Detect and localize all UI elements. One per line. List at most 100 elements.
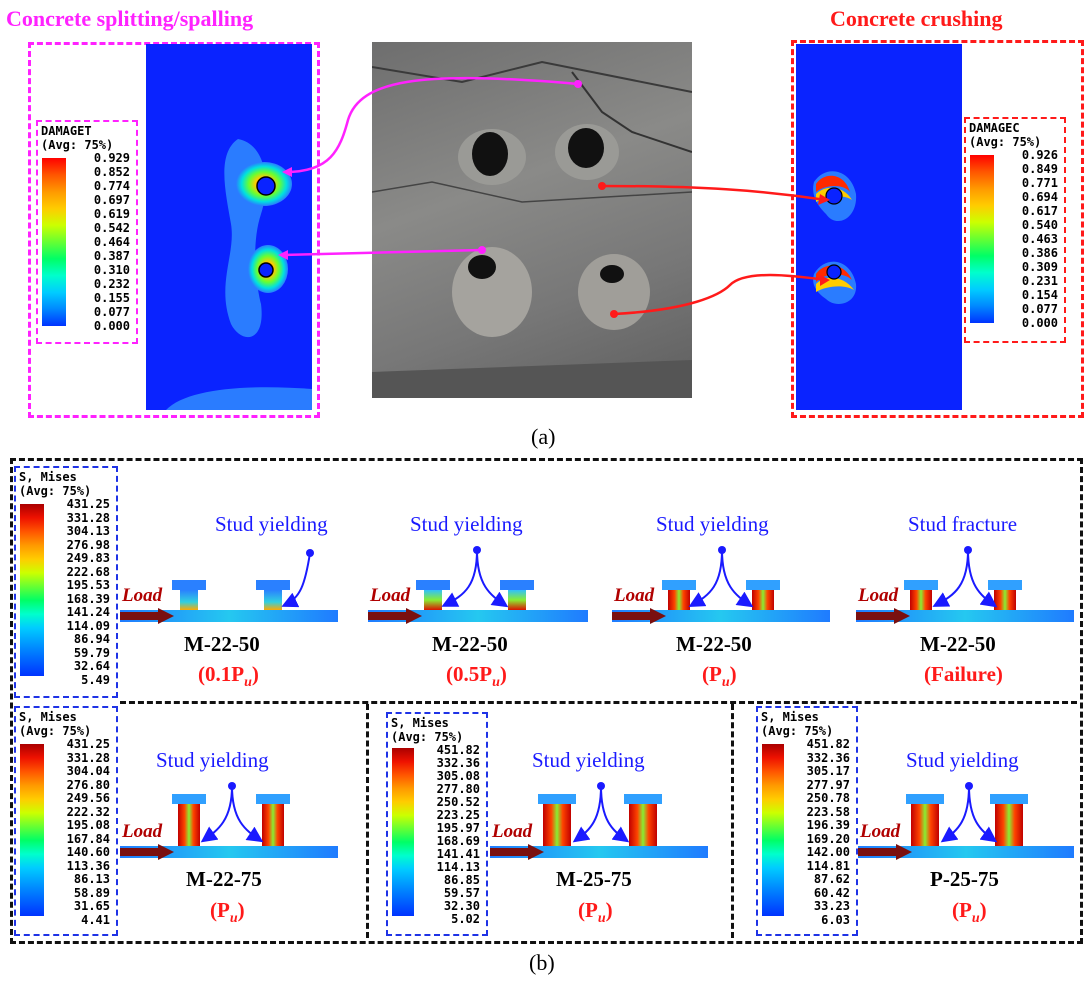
legend-value: 250.78 bbox=[806, 791, 850, 805]
legend-value: 5.02 bbox=[451, 912, 480, 926]
right-title: Concrete crushing bbox=[830, 6, 1003, 31]
annot-stud-3: Stud yielding bbox=[656, 512, 769, 536]
colorbar bbox=[762, 744, 784, 916]
legend-value: 0.154 bbox=[1021, 288, 1058, 302]
stage-end: ) bbox=[251, 662, 259, 686]
legend-value: 60.42 bbox=[813, 885, 850, 900]
legend-subtitle: (Avg: 75%) bbox=[41, 138, 114, 152]
damagec-contour bbox=[813, 171, 857, 304]
legend-value: 4.41 bbox=[81, 912, 110, 927]
legend-value: 168.69 bbox=[436, 834, 480, 848]
legend-title: DAMAGEC bbox=[969, 121, 1020, 135]
legend-value: 86.94 bbox=[73, 632, 110, 646]
legend-value: 141.24 bbox=[66, 605, 110, 619]
legend-value: 6.03 bbox=[821, 912, 850, 927]
legend-value: 222.32 bbox=[66, 804, 110, 819]
legend-value: 305.08 bbox=[436, 769, 480, 783]
stage-text: (0.5P bbox=[446, 662, 493, 686]
legend-value: 32.64 bbox=[73, 659, 110, 673]
load-label: Load bbox=[492, 821, 533, 842]
model-m22-50-failure bbox=[856, 546, 1074, 624]
stage-sub: u bbox=[597, 911, 606, 927]
panel-b-frame bbox=[10, 458, 1083, 944]
mises-legend-3: S, Mises (Avg: 75%) 451.82 332.36 305.08… bbox=[386, 712, 488, 936]
load-label: Load bbox=[858, 585, 899, 606]
model-label: M-22-50 bbox=[432, 632, 508, 656]
legend-value: 0.694 bbox=[1021, 190, 1058, 204]
model-label: M-22-50 bbox=[676, 632, 752, 656]
legend-value: 0.929 bbox=[93, 151, 130, 165]
caption-b: (b) bbox=[529, 950, 555, 975]
caption-a: (a) bbox=[531, 424, 556, 449]
colorbar bbox=[42, 158, 66, 326]
stage-end: ) bbox=[237, 898, 245, 922]
legend-value: 451.82 bbox=[806, 737, 850, 751]
model-label: M-22-50 bbox=[920, 632, 996, 656]
stage-text: (P bbox=[578, 898, 598, 922]
legend-value: 0.849 bbox=[1021, 162, 1058, 176]
legend-title: S, Mises bbox=[391, 716, 449, 730]
legend-value: 249.56 bbox=[66, 791, 110, 805]
annot-stud-1: Stud yielding bbox=[215, 512, 328, 536]
legend-value: 114.09 bbox=[66, 618, 110, 633]
legend-value: 0.309 bbox=[1021, 260, 1058, 274]
stage-sub: u bbox=[721, 675, 730, 691]
stage-label: (0.5Pu) bbox=[446, 662, 507, 691]
legend-value: 86.85 bbox=[443, 873, 480, 887]
legend-value: 141.41 bbox=[436, 847, 480, 861]
annot-stud-6: Stud yielding bbox=[532, 748, 645, 772]
legend-value: 0.771 bbox=[1021, 176, 1058, 190]
damaget-legend: DAMAGET (Avg: 75%) 0.929 0.852 0.774 0.6… bbox=[36, 120, 138, 344]
panel-b-divider-2 bbox=[731, 704, 734, 938]
legend-subtitle: (Avg: 75%) bbox=[391, 730, 464, 744]
legend-value: 195.97 bbox=[436, 821, 480, 835]
legend-value: 168.39 bbox=[66, 591, 110, 606]
legend-value: 223.58 bbox=[806, 804, 850, 819]
mises-legend-4: S, Mises (Avg: 75%) 451.82 332.36 305.17… bbox=[756, 706, 858, 936]
legend-value: 0.464 bbox=[93, 235, 130, 249]
mises-legend-1: S, Mises (Avg: 75%) 431.25 331.28 304.13… bbox=[14, 466, 118, 698]
connector-lines bbox=[278, 76, 830, 318]
colorbar bbox=[392, 748, 414, 916]
legend-value: 451.82 bbox=[436, 743, 480, 757]
stage-label: (Pu) bbox=[702, 662, 737, 691]
legend-value: 142.00 bbox=[806, 845, 850, 859]
legend-value: 431.25 bbox=[66, 497, 110, 511]
legend-value: 0.697 bbox=[93, 193, 130, 207]
legend-value: 0.463 bbox=[1021, 232, 1058, 246]
model-m25-75-pu bbox=[490, 782, 708, 860]
legend-value: 331.28 bbox=[66, 750, 110, 765]
stage-end: ) bbox=[499, 662, 507, 686]
stage-end: ) bbox=[605, 898, 613, 922]
stage-label: (0.1Pu) bbox=[198, 662, 259, 691]
legend-value: 0.000 bbox=[1021, 316, 1058, 330]
legend-value: 277.80 bbox=[436, 782, 480, 796]
legend-subtitle: (Avg: 75%) bbox=[969, 135, 1042, 149]
legend-value: 0.387 bbox=[93, 249, 130, 263]
legend-value: 431.25 bbox=[66, 737, 110, 751]
legend-value: 33.23 bbox=[813, 899, 850, 913]
stage-label: (Pu) bbox=[952, 898, 987, 927]
damaget-model bbox=[146, 44, 312, 410]
legend-value: 0.774 bbox=[93, 179, 130, 193]
legend-value: 32.30 bbox=[443, 899, 480, 913]
annot-stud-2: Stud yielding bbox=[410, 512, 523, 536]
legend-value: 332.36 bbox=[806, 750, 850, 765]
stage-sub: u bbox=[244, 675, 252, 691]
legend-value: 222.68 bbox=[66, 564, 110, 579]
legend-value: 114.81 bbox=[806, 858, 850, 873]
legend-value: 332.36 bbox=[436, 756, 480, 770]
damaget-contour bbox=[166, 139, 312, 410]
colorbar bbox=[970, 155, 994, 323]
load-label: Load bbox=[122, 821, 163, 842]
legend-values: 0.929 0.852 0.774 0.697 0.619 0.542 0.46… bbox=[72, 152, 130, 332]
annot-stud-4: Stud fracture bbox=[908, 512, 1018, 536]
model-m22-50-05pu bbox=[368, 546, 588, 624]
annot-stud-7: Stud yielding bbox=[906, 748, 1019, 772]
model-label: M-22-50 bbox=[184, 632, 260, 656]
stage-text: (P bbox=[702, 662, 722, 686]
left-frame bbox=[28, 42, 320, 418]
legend-value: 0.000 bbox=[93, 319, 130, 333]
model-m22-75-pu bbox=[120, 782, 338, 860]
